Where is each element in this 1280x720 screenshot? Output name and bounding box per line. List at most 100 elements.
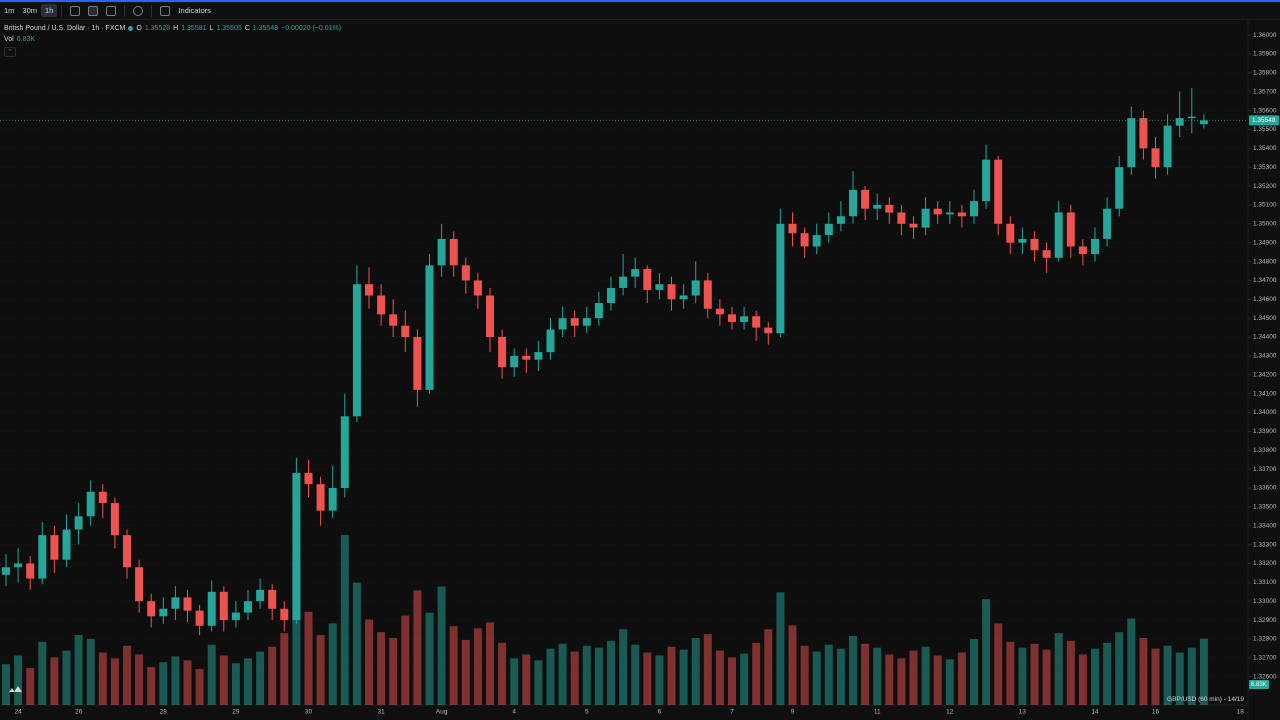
volume-bar	[425, 612, 434, 705]
last-price-tag	[1249, 115, 1279, 126]
area-style-button[interactable]	[106, 5, 117, 16]
x-tick-label: 7	[730, 709, 734, 716]
y-tick-label: 1.33500	[1253, 504, 1277, 511]
separator	[151, 4, 153, 17]
volume-bar	[752, 642, 761, 705]
ohlc-key: L	[209, 25, 214, 32]
candle-body	[510, 355, 519, 368]
indicators-icon[interactable]	[160, 5, 171, 16]
candle-body	[1042, 250, 1051, 258]
candle-body	[401, 325, 410, 338]
volume-bar	[316, 635, 325, 705]
collapse-button[interactable]: ^	[4, 47, 16, 57]
volume-bar	[849, 636, 857, 705]
candle-body	[1078, 246, 1087, 254]
candle-body	[147, 601, 156, 617]
volume-bar	[776, 592, 785, 705]
x-tick-label: 11	[874, 709, 881, 716]
candle-body	[861, 189, 870, 209]
y-tick-label: 1.35800	[1253, 70, 1277, 77]
candle-body	[957, 212, 966, 217]
candle-body	[703, 280, 712, 309]
volume-bar	[340, 535, 349, 705]
candle-body	[316, 484, 325, 511]
interval-button[interactable]: 1h	[41, 4, 58, 17]
indicators-button[interactable]: Indicators	[178, 6, 211, 15]
separator	[124, 4, 126, 17]
interval-button[interactable]: 30m	[22, 6, 38, 15]
ohlc-value: 1.35548	[252, 25, 279, 32]
volume-bar	[304, 611, 313, 705]
y-tick-label: 1.34700	[1253, 277, 1277, 284]
candle-body	[1151, 148, 1160, 168]
volume-bar	[352, 582, 361, 705]
candle-body	[1091, 238, 1099, 254]
volume-bar	[740, 653, 749, 705]
volume-bar	[861, 643, 870, 705]
candle-body	[352, 284, 361, 417]
volume-bar	[486, 622, 494, 705]
volume-bar	[14, 655, 23, 705]
candle-body	[195, 610, 204, 626]
volume-bar	[1187, 647, 1196, 705]
y-tick-label: 1.33800	[1253, 447, 1277, 454]
candle-body	[558, 318, 567, 330]
x-tick-label: 26	[75, 709, 83, 716]
candle-body	[1030, 238, 1039, 251]
candle-body	[207, 591, 216, 626]
volume-bar	[74, 635, 83, 705]
y-tick-label: 1.35900	[1253, 51, 1277, 58]
volume-bar	[195, 669, 204, 705]
toolbar: 1m 30m 1h Indicators	[0, 2, 1280, 20]
volume-bar	[945, 659, 954, 705]
candle-body	[812, 235, 821, 247]
volume-bar	[280, 633, 289, 705]
volume-bar	[510, 658, 519, 705]
volume-bar	[413, 590, 422, 705]
chart-type-button[interactable]	[70, 5, 81, 16]
volume-bar	[2, 664, 10, 705]
symbol-name[interactable]: British Pound / U.S. Dollar · 1h · FXCM	[4, 25, 126, 32]
y-tick-label: 1.34800	[1253, 258, 1277, 265]
volume-bar	[582, 645, 591, 705]
volume-bar	[679, 649, 688, 705]
candle-body	[86, 491, 95, 517]
y-tick-label: 1.33600	[1253, 485, 1277, 492]
volume-bar	[38, 641, 47, 705]
volume-bar	[365, 619, 373, 705]
candle-body	[38, 535, 47, 579]
candle-body	[1199, 120, 1208, 125]
x-tick-label: 16	[1152, 709, 1160, 716]
candle-body	[135, 567, 144, 602]
candle-body	[14, 563, 23, 568]
candle-body	[1103, 208, 1112, 239]
volume-bar	[244, 658, 252, 705]
volume-bar	[171, 656, 180, 705]
volume-bar	[691, 637, 700, 705]
candle-body	[1115, 167, 1124, 209]
candle-body	[292, 472, 301, 621]
candle-body	[486, 295, 494, 338]
volume-bar	[1066, 640, 1075, 705]
y-tick-label: 1.35000	[1253, 221, 1277, 228]
volume-bar	[26, 668, 35, 705]
candle-body	[885, 204, 894, 213]
compare-button[interactable]	[133, 5, 144, 16]
volume-bar	[498, 642, 507, 705]
candle-style-button[interactable]	[88, 5, 99, 16]
volume-bar	[812, 651, 821, 705]
volume-bar	[256, 651, 265, 705]
volume-bar	[437, 586, 446, 705]
volume-bar	[957, 652, 966, 705]
volume-bar	[1018, 647, 1027, 705]
candle-body	[461, 265, 470, 281]
volume-bar	[897, 658, 906, 705]
candle-body	[800, 233, 809, 247]
candle-body	[498, 337, 507, 368]
volume-bar	[885, 654, 894, 705]
separator	[61, 4, 63, 17]
candle-body	[740, 316, 749, 322]
x-tick-label: 14	[1091, 709, 1099, 716]
interval-button[interactable]: 1m	[4, 6, 15, 15]
volume-bar	[1163, 645, 1172, 705]
